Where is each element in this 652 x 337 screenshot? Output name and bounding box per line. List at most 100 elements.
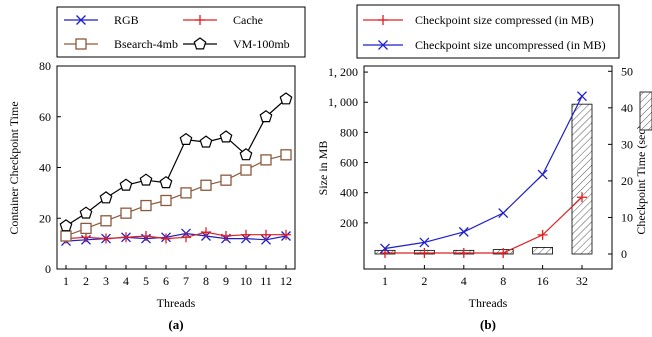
data-point	[419, 237, 430, 248]
data-point	[498, 208, 509, 219]
x-tick-label-a: 4	[123, 274, 129, 288]
y-axis-a: 0 20 40 60 80	[39, 59, 61, 276]
x-tick-label-b: 4	[461, 274, 467, 288]
data-point	[281, 229, 291, 240]
legend-marker	[378, 40, 388, 50]
y-axis-label-a: Container Checkpoint Time	[7, 101, 21, 234]
data-point	[161, 233, 171, 244]
series-line	[65, 154, 287, 237]
x-axis-label-b: Threads	[469, 296, 508, 310]
series-b	[380, 91, 587, 258]
x-tick-label-b: 8	[500, 274, 506, 288]
series-line	[384, 95, 583, 250]
data-point	[99, 191, 113, 204]
legend-entries-a: RGB Cache Bsearch-4mb VM-100mb	[64, 13, 290, 51]
data-point	[241, 229, 251, 240]
panel-b: 200 400 600 800 1, 000 1, 200 0 10 20 30 40 50 1 2 4…	[316, 4, 652, 332]
data-point	[498, 248, 509, 258]
x-tick-label-a: 2	[83, 274, 89, 288]
legend-label: Cache	[233, 13, 263, 27]
data-point	[101, 233, 111, 244]
legend-marker	[195, 15, 205, 25]
data-point	[419, 248, 430, 258]
legend-label: Checkpoint size compressed (in MB)	[415, 13, 594, 27]
x-tick-label-a: 7	[183, 274, 189, 288]
y-tick-label-b: 200	[340, 216, 358, 230]
data-point	[140, 199, 152, 212]
legend-label: RGB	[114, 13, 139, 27]
y-tick-label-a: 60	[39, 110, 51, 124]
data-point	[259, 110, 273, 123]
data-point	[181, 232, 191, 243]
legend-marker	[76, 15, 86, 25]
x-axis-b: 1 2 4 8 16 32	[382, 265, 588, 288]
series-line	[65, 98, 287, 227]
data-point	[261, 229, 271, 240]
x-tick-label-b: 16	[537, 274, 549, 288]
x-tick-label-a: 10	[240, 274, 252, 288]
data-point	[280, 149, 292, 161]
data-point	[221, 231, 231, 242]
data-point	[220, 174, 232, 186]
data-point	[577, 192, 587, 203]
data-point	[179, 132, 193, 145]
data-point	[201, 227, 211, 238]
x-tick-label-b: 1	[382, 274, 388, 288]
plot-area-b	[363, 65, 613, 270]
data-point	[537, 229, 548, 240]
legend-label: VM-100mb	[233, 37, 290, 51]
x-tick-label-b: 32	[576, 274, 588, 288]
y-tick-label-b: 800	[340, 125, 358, 139]
x-tick-label-a: 1	[63, 274, 69, 288]
x-tick-label-a: 11	[260, 274, 272, 288]
data-point	[260, 154, 272, 166]
data-point	[380, 248, 390, 258]
data-point	[121, 232, 131, 243]
data-point	[239, 148, 253, 161]
x-tick-label-a: 8	[203, 274, 209, 288]
data-point	[60, 230, 72, 242]
y-axis-b: 200 400 600 800 1, 000 1, 200	[328, 65, 368, 230]
data-point	[59, 219, 73, 232]
y2-tick-label-b: 20	[621, 174, 633, 188]
x-tick-label-a: 9	[223, 274, 229, 288]
legend-marker	[193, 37, 207, 50]
data-point	[458, 248, 469, 258]
y2-tick-label-b: 50	[621, 64, 633, 78]
legend-b	[356, 4, 620, 59]
panel-label-b: (b)	[480, 317, 496, 332]
bar	[571, 103, 593, 255]
y2-axis-b: 0 10 20 30 40 50	[608, 64, 633, 261]
y-tick-label-b: 1, 200	[328, 65, 358, 79]
data-point	[279, 92, 293, 105]
x-tick-label-a: 6	[163, 274, 169, 288]
y-tick-label-b: 1, 000	[328, 95, 358, 109]
x-tick-label-b: 2	[421, 274, 427, 288]
data-point	[458, 226, 469, 237]
data-point	[577, 91, 587, 102]
panel-label-a: (a)	[168, 317, 183, 332]
x-tick-label-a: 12	[280, 274, 292, 288]
y-tick-label-b: 400	[340, 186, 358, 200]
data-point	[199, 135, 213, 148]
series-line	[385, 196, 583, 254]
legend-entries-b: Checkpoint size compressed (in MB) Checkp…	[363, 13, 606, 52]
legend-label: Bsearch-4mb	[114, 37, 178, 51]
data-point	[119, 178, 133, 191]
data-point	[100, 215, 112, 227]
bars-b	[374, 103, 593, 255]
y-tick-label-b: 600	[340, 156, 358, 170]
y-tick-label-a: 80	[39, 59, 51, 73]
data-point	[80, 222, 92, 235]
x-tick-label-a: 5	[143, 274, 149, 288]
y2-tick-label-b: 10	[621, 210, 633, 224]
data-point	[219, 130, 233, 143]
y-tick-label-a: 20	[39, 211, 51, 225]
y2-tick-label-b: 40	[621, 101, 633, 115]
y-tick-label-a: 0	[45, 262, 51, 276]
data-point	[120, 207, 132, 219]
bar	[532, 247, 553, 255]
x-axis-a: 1 2 3 4 5 6 7 8 9 10 11 12	[63, 265, 292, 288]
